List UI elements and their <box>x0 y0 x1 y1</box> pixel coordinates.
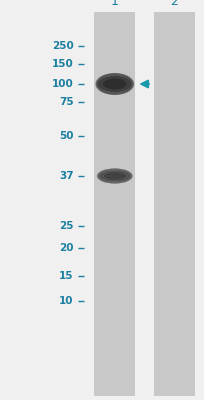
Ellipse shape <box>99 75 129 93</box>
Ellipse shape <box>98 74 131 94</box>
Ellipse shape <box>98 169 130 183</box>
Ellipse shape <box>99 74 130 94</box>
Text: 20: 20 <box>59 243 73 253</box>
Text: 2: 2 <box>170 0 177 8</box>
Ellipse shape <box>100 170 129 182</box>
FancyBboxPatch shape <box>94 12 135 396</box>
Ellipse shape <box>97 168 132 184</box>
Text: 75: 75 <box>59 97 73 107</box>
Text: 50: 50 <box>59 131 73 141</box>
Ellipse shape <box>100 75 129 93</box>
Ellipse shape <box>103 78 126 90</box>
Ellipse shape <box>96 74 132 94</box>
Ellipse shape <box>95 73 133 95</box>
Ellipse shape <box>96 168 132 184</box>
Text: 150: 150 <box>52 59 73 69</box>
Ellipse shape <box>97 74 132 94</box>
Ellipse shape <box>99 169 129 183</box>
Text: 15: 15 <box>59 271 73 281</box>
FancyBboxPatch shape <box>153 12 194 396</box>
Ellipse shape <box>97 74 131 94</box>
Ellipse shape <box>95 73 134 95</box>
Ellipse shape <box>96 73 133 95</box>
Ellipse shape <box>100 170 128 182</box>
Ellipse shape <box>98 74 130 94</box>
Ellipse shape <box>97 169 131 183</box>
Text: 1: 1 <box>110 0 118 8</box>
Ellipse shape <box>99 170 130 182</box>
Ellipse shape <box>99 169 130 183</box>
Ellipse shape <box>98 169 131 183</box>
Text: 37: 37 <box>59 171 73 181</box>
Text: 100: 100 <box>52 79 73 89</box>
Ellipse shape <box>101 170 128 182</box>
Ellipse shape <box>99 169 130 183</box>
Ellipse shape <box>98 76 131 92</box>
Text: 250: 250 <box>52 41 73 51</box>
Text: 25: 25 <box>59 221 73 231</box>
Text: 10: 10 <box>59 296 73 306</box>
Ellipse shape <box>103 172 125 180</box>
